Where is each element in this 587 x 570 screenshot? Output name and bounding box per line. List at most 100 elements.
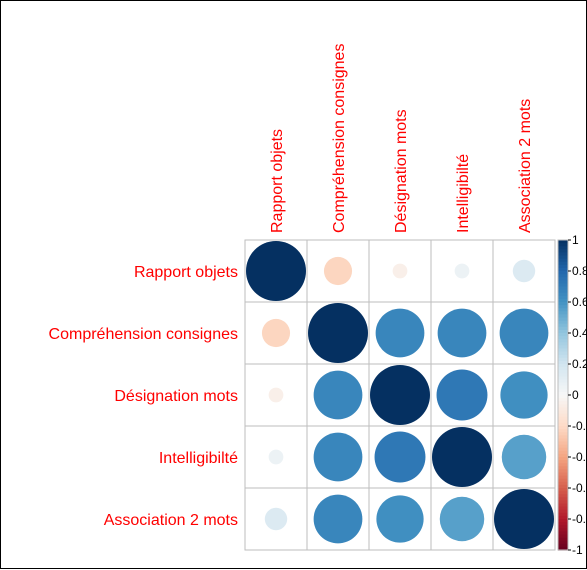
colorbar-segment	[558, 370, 568, 374]
colorbar-segment	[558, 506, 568, 511]
colorbar-segment	[558, 497, 568, 501]
colorbar-segment	[558, 463, 568, 467]
colorbar-segment	[558, 277, 568, 281]
colorbar-segment	[558, 435, 568, 439]
colorbar-segment	[558, 243, 568, 247]
correlation-circle	[437, 308, 487, 358]
colorbar-segment	[558, 419, 568, 424]
colorbar-segment	[558, 438, 568, 443]
correlation-circle	[375, 308, 425, 358]
correlation-circle	[500, 371, 548, 419]
colorbar-segment	[558, 342, 568, 346]
colorbar-segment	[558, 391, 568, 396]
row-label: Rapport objets	[134, 264, 238, 281]
colorbar-segment	[558, 453, 568, 458]
colorbar-segment	[558, 450, 568, 455]
correlation-circle	[370, 365, 430, 425]
row-label: Désignation mots	[114, 388, 238, 405]
colorbar-segment	[558, 252, 568, 257]
column-labels: Rapport objets Compréhension consignes D…	[269, 44, 534, 233]
colorbar-segment	[558, 416, 568, 421]
column-label: Rapport objets	[269, 129, 286, 233]
correlation-circle	[494, 489, 554, 549]
colorbar-segment	[558, 519, 568, 523]
colorbar-segment	[558, 509, 568, 514]
colorbar-segment	[558, 271, 568, 275]
colorbar-segment	[558, 323, 568, 328]
column-label: Désignation mots	[393, 109, 410, 233]
colorbar-segment	[558, 546, 568, 551]
column-label: Compréhension consignes	[331, 44, 348, 233]
colorbar-tick-label: 0.6	[572, 295, 587, 309]
colorbar-segment	[558, 395, 568, 399]
colorbar-tick-label: -0.4	[572, 450, 587, 464]
correlation-circle	[454, 263, 470, 279]
colorbar-segment	[558, 364, 568, 368]
colorbar-segment	[558, 472, 568, 477]
colorbar-segment	[558, 543, 568, 548]
colorbar-segment	[558, 525, 568, 529]
colorbar-tick-label: -0.8	[572, 512, 587, 526]
colorbar-segment	[558, 311, 568, 315]
colorbar-segment	[558, 537, 568, 542]
colorbar-tick-label: -1	[572, 543, 583, 557]
correlation-circle	[512, 259, 536, 283]
colorbar-segment	[558, 314, 568, 319]
colorbar-segment	[558, 258, 568, 263]
colorbar-segment	[558, 264, 568, 269]
colorbar-segment	[558, 500, 568, 505]
colorbar-tick-label: 0.8	[572, 264, 587, 278]
colorbar-tick-label: 1	[572, 233, 579, 247]
colorbar-segment	[558, 329, 568, 334]
colorbar-segment	[558, 302, 568, 306]
correlation-circle	[323, 256, 353, 286]
colorbar-segment	[558, 348, 568, 353]
column-label: Association 2 mots	[517, 99, 534, 233]
colorbar-segment	[558, 426, 568, 430]
colorbar-segment	[558, 376, 568, 381]
colorbar-tick-label: 0.2	[572, 357, 587, 371]
colorbar-tick-label: -0.2	[572, 419, 587, 433]
correlation-circle	[313, 432, 363, 482]
colorbar-segment	[558, 457, 568, 461]
correlation-circle	[499, 308, 549, 358]
colorbar-segment	[558, 326, 568, 331]
colorbar-segment	[558, 447, 568, 452]
correlation-circle	[264, 507, 288, 531]
colorbar	[557, 239, 569, 551]
colorbar-segment	[558, 292, 568, 297]
correlation-circle	[313, 494, 363, 544]
colorbar-segment	[558, 484, 568, 489]
colorbar-segment	[558, 320, 568, 325]
colorbar-ticks: 1 0.8 0.6 0.4 0.2 0 -0.2 -0.4 -0.6 -0.8 -1	[568, 233, 587, 557]
colorbar-segment	[558, 336, 568, 340]
colorbar-segment	[558, 413, 568, 418]
colorbar-segment	[558, 429, 568, 433]
correlation-circle	[268, 387, 284, 403]
colorbar-segment	[558, 515, 568, 520]
colorbar-tick-label: -0.6	[572, 481, 587, 495]
colorbar-segment	[558, 531, 568, 536]
colorbar-segment	[558, 404, 568, 408]
colorbar-tick-label: 0.4	[572, 326, 587, 340]
correlation-circle	[246, 241, 306, 301]
colorbar-segment	[558, 267, 568, 272]
colorbar-segment	[558, 345, 568, 350]
correlation-circle	[501, 434, 547, 480]
correlation-circle	[261, 318, 291, 348]
colorbar-segment	[558, 432, 568, 436]
colorbar-segment	[558, 388, 568, 393]
colorbar-segment	[558, 503, 568, 508]
colorbar-segment	[558, 460, 568, 464]
colorbar-segment	[558, 528, 568, 532]
row-labels: Rapport objets Compréhension consignes D…	[49, 264, 239, 529]
colorbar-segment	[558, 379, 568, 384]
colorbar-segment	[558, 367, 568, 371]
correlation-circle	[313, 370, 363, 420]
correlation-circle	[308, 303, 368, 363]
colorbar-segment	[558, 317, 568, 322]
correlation-circle	[374, 431, 426, 483]
correlation-circle	[392, 263, 408, 279]
correlation-circle	[432, 427, 492, 487]
colorbar-tick-label: 0	[572, 388, 579, 402]
